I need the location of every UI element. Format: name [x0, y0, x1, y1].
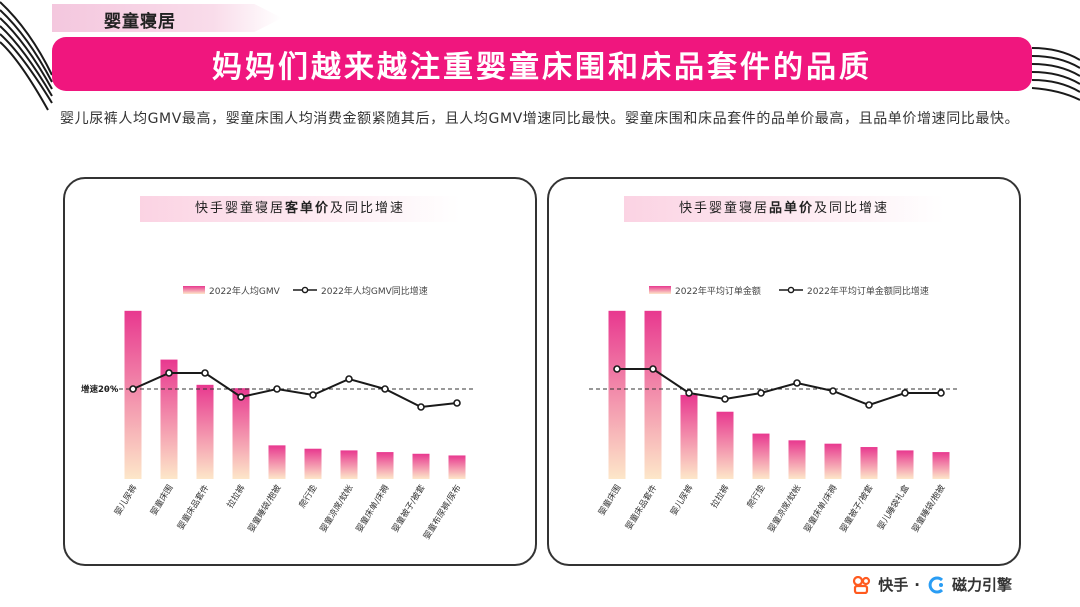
line-point	[453, 399, 461, 407]
bar	[268, 445, 286, 479]
left-chart-title-bold: 客单价	[284, 201, 330, 216]
category-label: 婴童布尿裤/尿布	[421, 483, 463, 542]
growth-line	[132, 372, 458, 409]
category-label: 婴童床品套件	[175, 482, 212, 532]
chart-legend: 2022年人均GMV 2022年人均GMV同比增速	[183, 285, 428, 297]
chart-legend: 2022年平均订单金额 2022年平均订单金额同比增速	[649, 285, 929, 297]
right-chart-title-post: 及同比增速	[814, 201, 890, 216]
line-point	[381, 385, 389, 393]
left-chart-title-post: 及同比增速	[330, 201, 406, 216]
bar	[680, 394, 698, 479]
right-chart-title: 快手婴童寝居品单价及同比增速	[624, 196, 944, 222]
right-chart-title-bold: 品单价	[768, 201, 814, 216]
footer-separator: ·	[914, 575, 920, 594]
line-point	[829, 387, 837, 395]
bar	[304, 448, 322, 479]
category-label: 婴童睡袋/抱被	[246, 482, 284, 534]
category-label: 婴童床围	[148, 483, 175, 518]
category-label: 婴童床围	[596, 483, 623, 518]
title-banner: 妈妈们越来越注重婴童床围和床品套件的品质	[52, 37, 1032, 91]
summary-text: 婴儿尿裤人均GMV最高，婴童床围人均消费金额紧随其后，且人均GMV增速同比最快。…	[60, 111, 1020, 127]
category-label: 爬行垫	[297, 482, 320, 510]
legend-line-marker	[301, 286, 309, 294]
bar	[644, 310, 662, 479]
left-chart-title: 快手婴童寝居客单价及同比增速	[140, 196, 460, 222]
bar	[448, 455, 466, 479]
bar	[124, 310, 142, 479]
bar	[716, 411, 734, 479]
line-point	[237, 393, 245, 401]
category-label: 婴儿睡袋礼盒	[875, 482, 912, 532]
bar	[232, 388, 250, 479]
bar	[412, 453, 430, 479]
cili-engine-logo-icon	[928, 576, 944, 593]
category-label: 婴童床单/床褥	[802, 482, 840, 534]
bar	[824, 443, 842, 479]
line-point	[757, 389, 765, 397]
line-point	[721, 395, 729, 403]
reference-line-label: 增速20%	[81, 384, 119, 395]
line-point	[345, 375, 353, 383]
bar	[896, 450, 914, 479]
legend-line-marker	[787, 286, 795, 294]
legend-line-label: 2022年平均订单金额同比增速	[807, 285, 929, 297]
bar	[932, 452, 950, 479]
right-chart-panel: 快手婴童寝居品单价及同比增速 2022年平均订单金额 2022年平均订单金额同比增…	[547, 177, 1021, 566]
kuaishou-logo-icon	[853, 575, 871, 594]
bar	[196, 384, 214, 479]
right-chart-title-pre: 快手婴童寝居	[678, 201, 769, 216]
line-point	[865, 401, 873, 409]
bar	[788, 440, 806, 479]
category-label: 拉拉裤	[709, 482, 732, 510]
category-label: 婴童凉席/蚊帐	[766, 482, 804, 534]
bar	[608, 310, 626, 479]
category-label: 拉拉裤	[225, 482, 248, 510]
category-label: 婴童床单/床褥	[354, 482, 392, 534]
line-point	[129, 385, 137, 393]
footer-brands: 快手 · 磁力引擎	[852, 574, 1012, 595]
section-tag-label: 婴童寝居	[104, 12, 176, 32]
bar	[160, 359, 178, 479]
bar	[860, 447, 878, 479]
legend-bar-label: 2022年人均GMV	[209, 285, 281, 297]
left-chart-panel: 快手婴童寝居客单价及同比增速 2022年人均GMV 2022年人均GMV同比增速增…	[63, 177, 537, 566]
category-label: 婴童睡袋/抱被	[910, 482, 948, 534]
page-title: 妈妈们越来越注重婴童床围和床品套件的品质	[212, 50, 872, 85]
category-label: 爬行垫	[745, 482, 768, 510]
left-chart-title-pre: 快手婴童寝居	[194, 201, 285, 216]
line-point	[165, 369, 173, 377]
category-label: 婴童凉席/蚊帐	[318, 482, 356, 534]
growth-line	[617, 368, 941, 407]
decorative-stripes	[0, 1, 1080, 111]
line-point	[273, 385, 281, 393]
line-point	[417, 403, 425, 411]
line-point	[613, 365, 621, 373]
bar	[376, 452, 394, 479]
bar	[340, 450, 358, 479]
line-point	[201, 369, 209, 377]
category-label: 婴童被子/被套	[838, 482, 876, 534]
footer-brand1: 快手	[878, 576, 909, 594]
category-label: 婴儿尿裤	[112, 482, 140, 517]
line-point	[793, 379, 801, 387]
line-point	[685, 389, 693, 397]
category-label: 婴童被子/被套	[390, 482, 428, 534]
category-label: 婴童床品套件	[623, 482, 660, 532]
line-point	[937, 389, 945, 397]
legend-line-label: 2022年人均GMV同比增速	[321, 285, 428, 297]
category-label: 婴儿尿裤	[668, 482, 696, 517]
section-tag: 婴童寝居	[52, 4, 282, 32]
bar	[752, 433, 770, 479]
legend-bar-swatch	[649, 286, 671, 294]
legend-bar-swatch	[183, 286, 205, 294]
line-point	[309, 391, 317, 399]
line-point	[901, 389, 909, 397]
legend-bar-label: 2022年平均订单金额	[675, 285, 761, 297]
line-point	[649, 365, 657, 373]
footer-brand2: 磁力引擎	[951, 576, 1012, 594]
